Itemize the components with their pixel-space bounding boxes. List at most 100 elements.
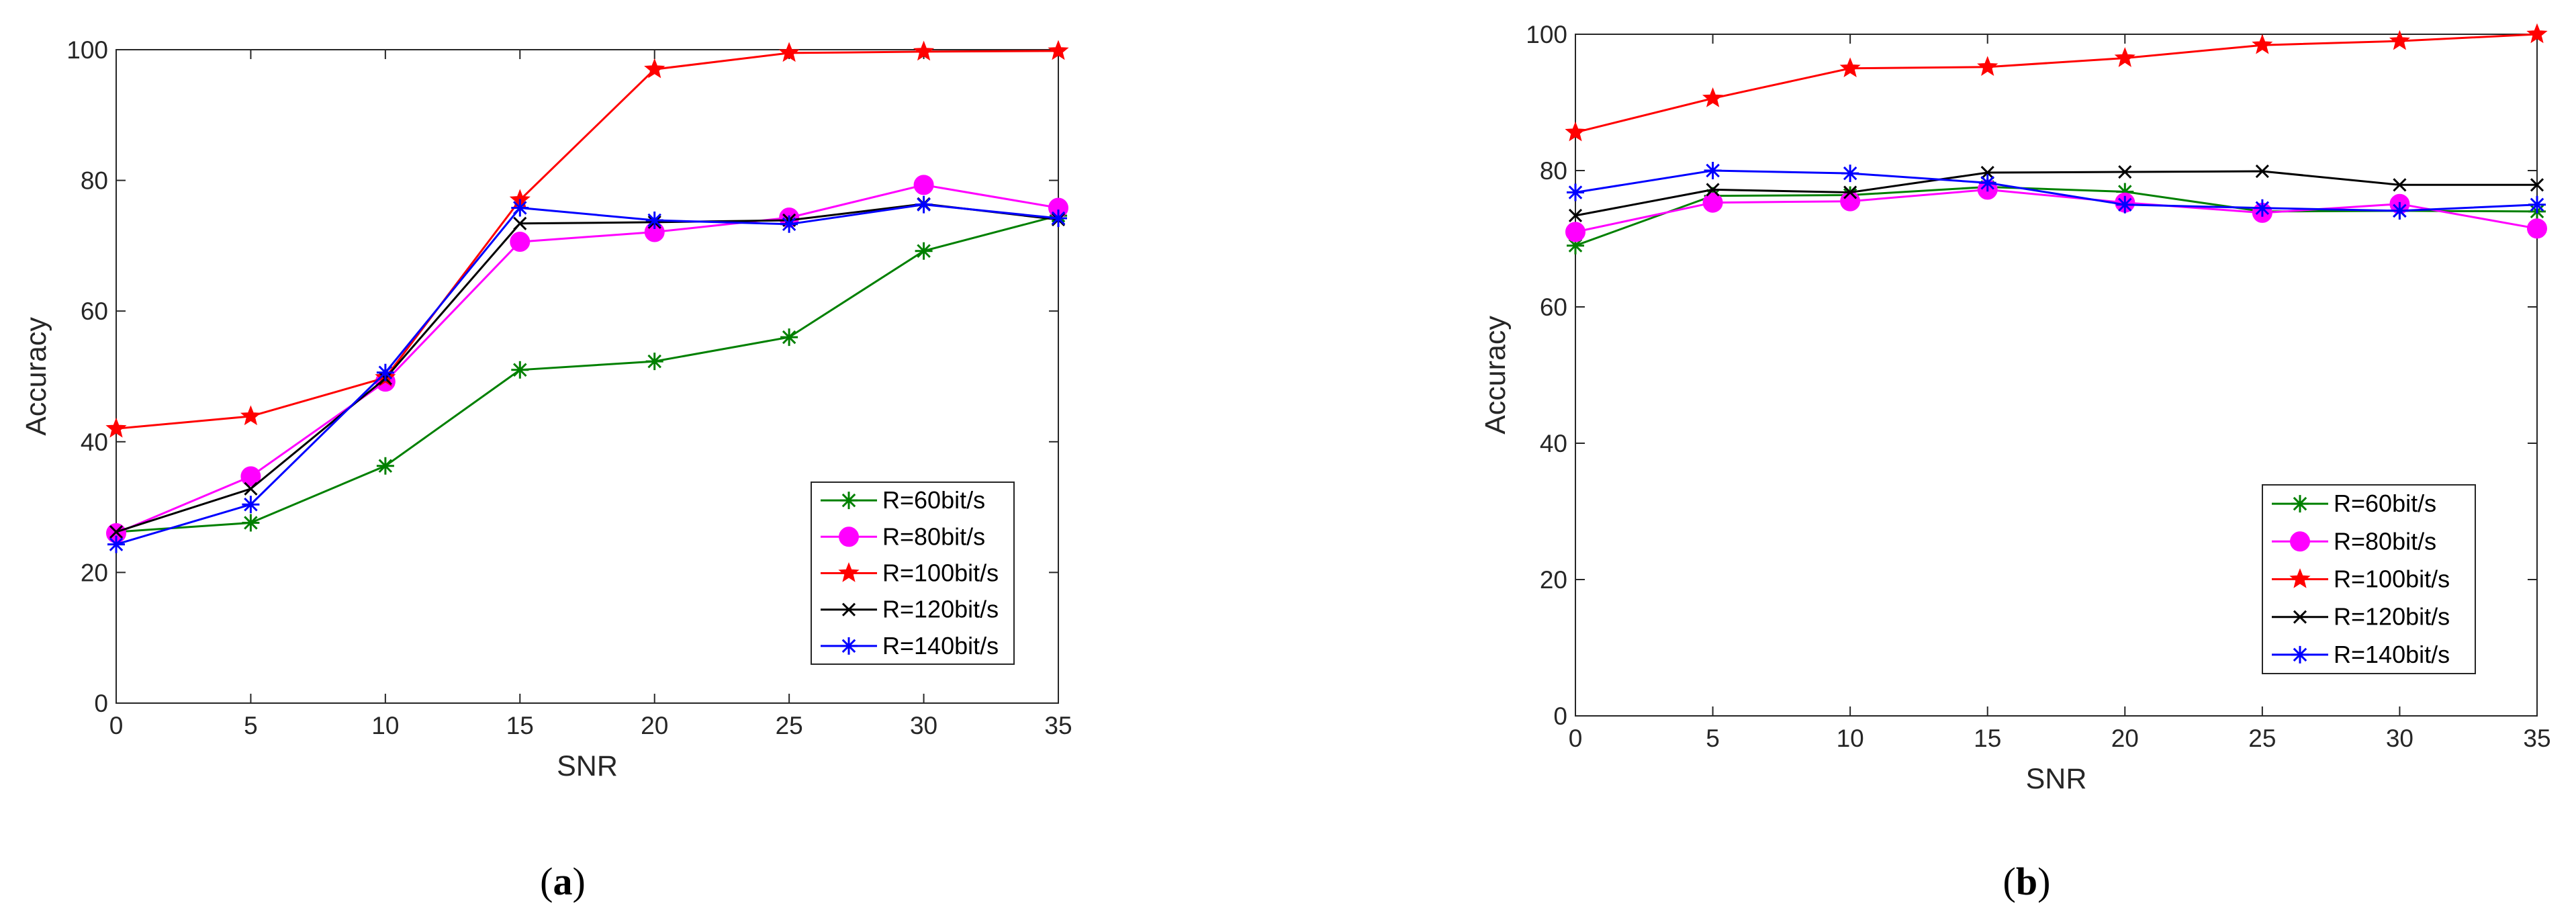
data-point: [1702, 192, 1723, 213]
y-tick-label: 0: [94, 690, 108, 717]
legend-entry-label: R=60bit/s: [882, 486, 985, 514]
data-point: [913, 40, 935, 61]
data-point: [780, 328, 798, 347]
data-point: [1702, 87, 1724, 107]
series-line: [1575, 170, 2537, 217]
y-axis-label: Accuracy: [20, 317, 52, 436]
legend-entry-label: R=140bit/s: [2334, 641, 2450, 668]
data-point: [1978, 174, 1996, 192]
data-point: [1839, 57, 1861, 78]
legend-marker: [840, 492, 858, 510]
legend-entry-label: R=80bit/s: [2334, 527, 2436, 555]
data-point: [109, 525, 124, 539]
caption-letter: a: [553, 860, 573, 903]
data-point: [240, 405, 262, 426]
y-tick-label: 60: [81, 297, 108, 325]
data-point: [1050, 210, 1067, 227]
data-point: [376, 457, 394, 475]
legend: R=60bit/s R=80bit/s R=100bit/s R=120bit/s R=…: [2262, 484, 2476, 674]
chart-panel-b: 0 5 10 15 20 25 30 35 0 20 40 60 80 100 SNR Accuracy R=6…: [1479, 21, 2551, 903]
legend-marker: [2291, 645, 2309, 663]
series-line: [1575, 169, 2538, 212]
x-tick-label: 0: [1569, 725, 1583, 752]
data-point: [2116, 183, 2134, 201]
data-point: [913, 175, 934, 195]
chart-panel-a: 0 5 10 15 20 25 30 35 0 20 40 60 80 100 SNR Accuracy R=6…: [20, 36, 1072, 903]
data-point: [2528, 195, 2546, 214]
data-point: [511, 199, 529, 217]
x-tick-label: 0: [109, 712, 124, 739]
legend-marker: [2289, 568, 2311, 588]
y-tick-label: 80: [1540, 157, 1567, 185]
legend-entry-label: R=120bit/s: [882, 596, 999, 623]
legend-marker: [2291, 495, 2309, 513]
y-tick-label: 80: [81, 167, 108, 195]
series-line: [116, 203, 1059, 546]
data-point: [513, 216, 527, 230]
data-point: [2116, 195, 2134, 214]
data-point: [2255, 164, 2269, 179]
data-point: [2527, 218, 2547, 239]
data-point: [2114, 47, 2135, 67]
caption-open-paren: (: [540, 860, 553, 903]
data-point: [2393, 178, 2407, 192]
y-tick-label: 100: [66, 36, 108, 64]
series-line: [116, 183, 1059, 535]
legend-marker: [840, 637, 858, 655]
legend-entry-label: R=100bit/s: [2334, 565, 2450, 593]
legend-entry-label: R=80bit/s: [882, 522, 985, 550]
legend-marker: [2293, 610, 2307, 624]
x-tick-label: 15: [506, 712, 534, 739]
series-R=120bit/s: [1568, 164, 2544, 223]
x-tick-label: 25: [776, 712, 803, 739]
data-point: [244, 482, 258, 496]
data-point: [105, 417, 127, 438]
data-point: [1840, 191, 1861, 212]
data-point: [645, 353, 663, 371]
y-tick-label: 60: [1540, 293, 1567, 321]
data-point: [510, 232, 531, 253]
y-tick-label: 40: [1540, 430, 1567, 457]
series-R=140bit/s: [107, 195, 1067, 553]
x-tick-label: 20: [641, 712, 668, 739]
legend-entry-label: R=100bit/s: [882, 559, 999, 587]
x-tick-label: 5: [1706, 725, 1720, 752]
y-tick-label: 0: [1553, 702, 1567, 730]
data-point: [1843, 185, 1857, 199]
data-point: [2118, 165, 2132, 179]
series-line: [116, 214, 1059, 533]
data-point: [645, 212, 663, 229]
caption-close-paren: ): [573, 860, 586, 903]
data-point: [780, 215, 798, 233]
x-tick-label: 35: [2523, 725, 2550, 752]
data-point: [1567, 236, 1584, 255]
x-tick-label: 10: [371, 712, 399, 739]
series-line: [116, 203, 1059, 533]
x-tick-label: 25: [2248, 725, 2276, 752]
caption-close-paren: ): [2037, 860, 2050, 903]
data-point: [376, 363, 394, 381]
data-point: [1980, 165, 1994, 180]
data-point: [1048, 40, 1069, 60]
y-tick-label: 100: [1526, 21, 1567, 48]
data-point: [2530, 178, 2544, 192]
data-point: [1565, 121, 1586, 142]
x-tick-label: 20: [2111, 725, 2139, 752]
data-point: [242, 496, 260, 514]
data-point: [915, 195, 933, 214]
data-point: [1977, 56, 1998, 77]
data-point: [1704, 162, 1722, 179]
caption-open-paren: (: [2003, 860, 2016, 903]
data-point: [2252, 34, 2273, 54]
legend-marker: [838, 562, 860, 582]
legend-marker: [2290, 531, 2310, 552]
data-point: [644, 58, 665, 79]
x-tick-label: 5: [244, 712, 258, 739]
legend-entry-label: R=140bit/s: [882, 632, 999, 659]
data-point: [1567, 183, 1584, 201]
x-axis-label: SNR: [557, 750, 618, 782]
data-point: [107, 535, 125, 553]
legend-marker: [839, 526, 859, 547]
panel-caption: (a): [540, 860, 586, 903]
